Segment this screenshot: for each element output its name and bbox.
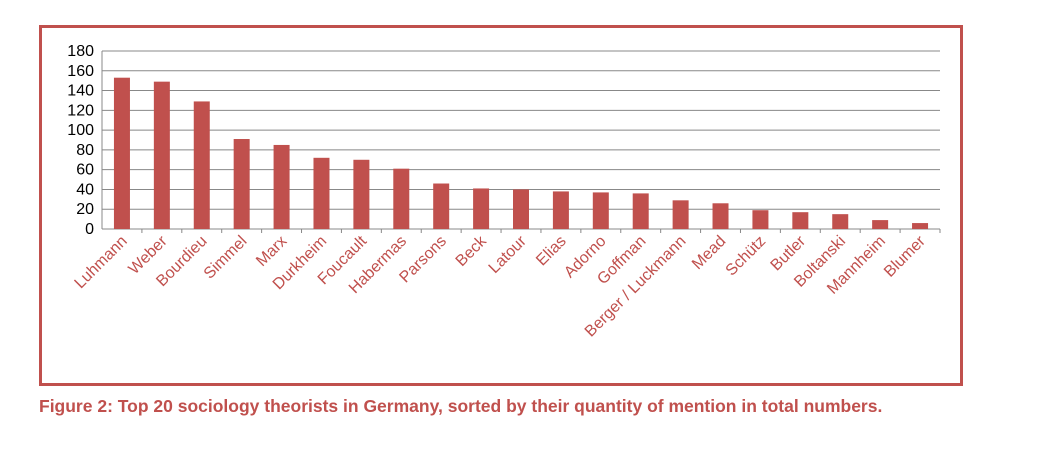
bar-foucault [353,159,370,229]
figure-caption: Figure 2: Top 20 sociology theorists in … [39,396,883,416]
x-tick-label: Luhmann [72,233,131,292]
y-tick-label: 120 [67,102,94,119]
bar-durkheim [313,157,330,229]
bar-latour [513,189,529,229]
bar-blumer [912,223,929,229]
x-tick-label: Blumer [881,232,929,280]
x-tick-label: Simmel [201,233,251,283]
bar-mead [712,203,729,229]
bar-beck [473,188,490,229]
bar-goffman [632,193,649,229]
bar-sch-tz [752,210,769,229]
y-tick-label: 160 [67,63,94,80]
bar-luhmann [113,77,130,229]
y-tick-label: 60 [76,162,94,179]
y-tick-label: 20 [76,201,94,218]
bar-parsons [433,183,450,229]
bar-berger-luckmann [672,200,689,229]
bar-habermas [393,168,410,229]
bar-marx [273,144,290,229]
x-tick-label: Latour [486,232,531,277]
y-tick-label: 140 [67,83,94,100]
chart-frame: 0 20 40 60 80 100 120 140 160 180 Luhmann Weber Bour… [39,25,963,386]
y-tick-label: 100 [67,122,94,139]
x-tick-label: Schütz [723,233,770,280]
bar-butler [792,212,809,229]
bar-chart: 020406080100120140160180LuhmannWeberBour… [67,43,941,340]
bar-elias [552,191,569,229]
y-tick-label: 40 [76,181,94,198]
bar-mannheim [872,220,889,229]
x-tick-label: Elias [533,233,570,270]
x-tick-label: Marx [253,233,290,270]
bar-boltanski [832,214,849,229]
y-tick-label: 0 [85,221,94,238]
y-tick-label: 180 [67,43,94,60]
bar-weber [153,81,170,230]
y-tick-label: 80 [76,142,94,159]
bar-simmel [233,139,250,229]
bar-bourdieu [193,101,210,229]
bar-adorno [592,192,609,229]
